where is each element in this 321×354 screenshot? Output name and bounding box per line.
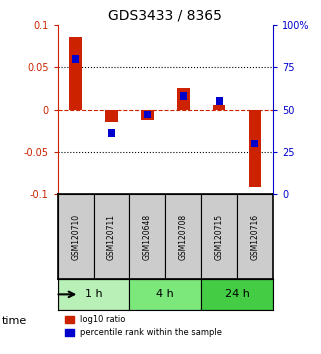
Text: time: time xyxy=(2,316,27,326)
Text: GSM120716: GSM120716 xyxy=(250,214,259,260)
Bar xyxy=(249,109,261,187)
Text: 4 h: 4 h xyxy=(156,289,174,299)
Bar xyxy=(216,97,222,105)
Bar xyxy=(141,109,154,120)
Text: 24 h: 24 h xyxy=(225,289,249,299)
FancyBboxPatch shape xyxy=(237,194,273,279)
Bar xyxy=(69,38,82,109)
Text: GSM120648: GSM120648 xyxy=(143,214,152,260)
FancyBboxPatch shape xyxy=(129,194,165,279)
Bar xyxy=(108,130,115,137)
Text: 1 h: 1 h xyxy=(85,289,102,299)
FancyBboxPatch shape xyxy=(201,279,273,310)
FancyBboxPatch shape xyxy=(94,194,129,279)
Text: GSM120711: GSM120711 xyxy=(107,214,116,260)
FancyBboxPatch shape xyxy=(165,194,201,279)
FancyBboxPatch shape xyxy=(58,279,129,310)
Bar xyxy=(180,92,187,100)
Bar xyxy=(144,111,151,119)
Bar xyxy=(72,55,79,63)
Text: GSM120708: GSM120708 xyxy=(179,214,188,260)
FancyBboxPatch shape xyxy=(201,194,237,279)
Title: GDS3433 / 8365: GDS3433 / 8365 xyxy=(108,8,222,22)
Bar xyxy=(213,105,225,109)
FancyBboxPatch shape xyxy=(58,194,94,279)
Bar xyxy=(177,88,189,109)
Text: GSM120715: GSM120715 xyxy=(214,214,224,260)
Bar xyxy=(251,139,258,147)
Text: GSM120710: GSM120710 xyxy=(71,214,80,260)
Bar xyxy=(105,109,118,122)
FancyBboxPatch shape xyxy=(129,279,201,310)
Legend: log10 ratio, percentile rank within the sample: log10 ratio, percentile rank within the … xyxy=(62,312,226,341)
